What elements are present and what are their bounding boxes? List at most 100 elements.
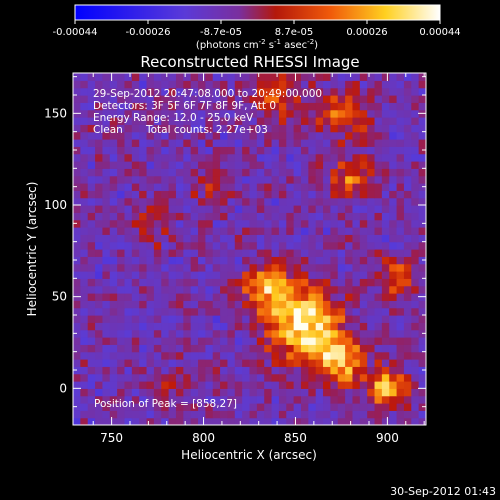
heatmap-cell: [271, 87, 280, 96]
heatmap-cell: [264, 366, 273, 375]
heatmap-cell: [234, 307, 243, 316]
heatmap-cell: [411, 168, 420, 177]
heatmap-cell: [198, 315, 206, 323]
heatmap-cell: [403, 293, 412, 301]
heatmap-cell: [389, 124, 398, 133]
heatmap-cell: [396, 73, 405, 81]
heatmap-cell: [234, 212, 243, 221]
heatmap-cell: [345, 153, 354, 162]
heatmap-cell: [337, 168, 346, 177]
heatmap-cell: [205, 293, 214, 301]
heatmap-cell: [352, 190, 361, 199]
heatmap-cell: [190, 219, 199, 228]
heatmap-cell: [315, 205, 324, 213]
heatmap-cell: [315, 403, 324, 411]
heatmap-cell: [190, 139, 199, 147]
heatmap-cell: [337, 381, 346, 389]
heatmap-cell: [175, 146, 184, 155]
heatmap-cell: [293, 139, 302, 147]
heatmap-cell: [95, 285, 104, 294]
heatmap-cell: [264, 109, 273, 118]
heatmap-cell: [234, 197, 243, 206]
heatmap-cell: [381, 227, 390, 235]
heatmap-cell: [87, 285, 96, 294]
heatmap-cell: [95, 344, 104, 353]
heatmap-cell: [161, 278, 170, 287]
heatmap-cell: [153, 395, 162, 404]
heatmap-cell: [411, 109, 420, 118]
heatmap-cell: [264, 80, 273, 89]
heatmap-cell: [396, 359, 405, 367]
heatmap-cell: [330, 87, 339, 96]
heatmap-cell: [271, 139, 280, 147]
heatmap-cell: [109, 241, 118, 250]
heatmap-cell: [418, 359, 426, 367]
heatmap-cell: [271, 395, 280, 404]
heatmap-cell: [131, 307, 140, 316]
heatmap-cell: [175, 373, 184, 382]
heatmap-cell: [403, 388, 412, 397]
heatmap-cell: [411, 278, 420, 287]
heatmap-cell: [242, 153, 251, 162]
heatmap-cell: [242, 183, 251, 191]
heatmap-cell: [190, 315, 199, 323]
heatmap-cell: [323, 241, 331, 250]
heatmap-cell: [198, 395, 206, 404]
heatmap-cell: [418, 197, 426, 206]
heatmap-cell: [359, 366, 368, 375]
heatmap-cell: [300, 359, 309, 367]
heatmap-cell: [381, 241, 390, 250]
heatmap-cell: [286, 124, 295, 133]
heatmap-cell: [249, 183, 258, 191]
heatmap-cell: [411, 219, 420, 228]
heatmap-cell: [220, 205, 229, 213]
heatmap-cell: [153, 329, 162, 338]
heatmap-cell: [95, 417, 104, 425]
heatmap-cell: [352, 139, 361, 147]
heatmap-cell: [264, 337, 273, 345]
heatmap-cell: [249, 315, 258, 323]
heatmap-cell: [293, 403, 302, 411]
heatmap-cell: [146, 139, 155, 147]
heatmap-cell: [323, 410, 331, 419]
heatmap-cell: [131, 109, 140, 118]
heatmap-cell: [198, 329, 206, 338]
heatmap-cell: [139, 366, 148, 375]
heatmap-cell: [234, 373, 243, 382]
heatmap-cell: [139, 234, 148, 243]
colorbar: [74, 4, 441, 21]
heatmap-cell: [198, 161, 206, 169]
heatmap-cell: [117, 102, 126, 111]
heatmap-cell: [117, 241, 126, 250]
heatmap-cell: [80, 263, 89, 272]
heatmap-cell: [308, 205, 317, 213]
heatmap-cell: [411, 366, 420, 375]
heatmap-cell: [359, 117, 368, 125]
heatmap-cell: [117, 227, 126, 235]
heatmap-cell: [278, 403, 287, 411]
heatmap-cell: [315, 417, 324, 425]
heatmap-cell: [293, 315, 302, 323]
heatmap-cell: [102, 175, 111, 184]
colorbar-tick-label: 0.00044: [419, 27, 460, 38]
colorbar-tick-label: -0.00026: [126, 27, 171, 38]
heatmap-cell: [278, 293, 287, 301]
heatmap-cell: [198, 131, 206, 140]
heatmap-cell: [212, 161, 221, 169]
heatmap-cell: [220, 131, 229, 140]
heatmap-cell: [293, 366, 302, 375]
heatmap-cell: [389, 161, 398, 169]
heatmap-cell: [146, 102, 155, 111]
heatmap-cell: [80, 395, 89, 404]
heatmap-cell: [175, 102, 184, 111]
heatmap-cell: [300, 381, 309, 389]
heatmap-cell: [249, 161, 258, 169]
heatmap-cell: [249, 293, 258, 301]
heatmap-cell: [256, 278, 265, 287]
heatmap-cell: [87, 197, 96, 206]
heatmap-cell: [227, 403, 236, 411]
heatmap-cell: [352, 337, 361, 345]
heatmap-cell: [264, 227, 273, 235]
heatmap-cell: [278, 388, 287, 397]
heatmap-cell: [109, 175, 118, 184]
